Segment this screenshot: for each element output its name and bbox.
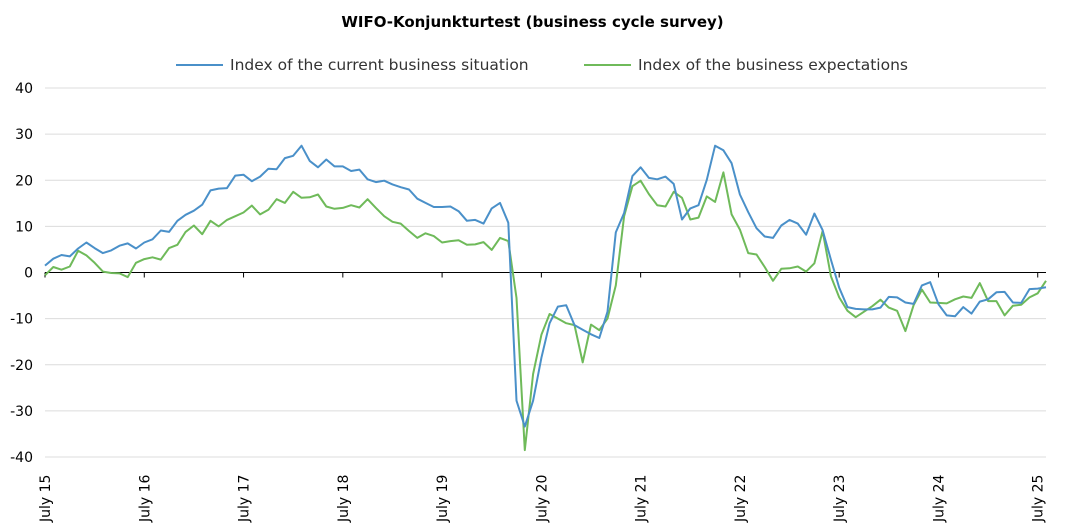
legend: Index of the current business situation …: [0, 54, 1065, 76]
y-tick-label: 30: [15, 127, 33, 143]
x-tick-label: July 17: [237, 475, 253, 523]
y-tick-label: 0: [24, 266, 33, 282]
y-tick-label: -10: [10, 312, 33, 328]
x-tick-label: July 16: [137, 474, 153, 523]
x-tick-label: July 15: [38, 475, 54, 523]
x-tick-label: July 24: [931, 474, 947, 523]
y-tick-label: -40: [10, 450, 33, 466]
x-tick-label: July 19: [435, 475, 451, 523]
legend-label-current-situation: Index of the current business situation: [230, 56, 529, 74]
legend-item-expectations: Index of the business expectations: [584, 54, 908, 76]
y-tick-label: -30: [10, 404, 33, 420]
legend-label-expectations: Index of the business expectations: [638, 56, 908, 74]
legend-swatch-expectations: [584, 64, 631, 66]
x-tick-label: July 22: [733, 475, 749, 523]
y-tick-label: 10: [15, 219, 33, 235]
legend-swatch-current-situation: [176, 64, 223, 66]
y-tick-label: -20: [10, 358, 33, 374]
series-line-expectations: [44, 171, 1047, 452]
x-tick-label: July 21: [634, 475, 650, 523]
series-line-current-situation: [44, 144, 1047, 428]
y-tick-label: 20: [15, 173, 33, 189]
y-tick-label: 40: [15, 81, 33, 97]
x-tick-label: July 20: [534, 475, 550, 523]
legend-item-current-situation: Index of the current business situation: [176, 54, 529, 76]
chart-title: WIFO-Konjunkturtest (business cycle surv…: [341, 13, 724, 31]
x-tick-label: July 25: [1031, 475, 1047, 523]
x-tick-label: July 18: [336, 475, 352, 523]
x-tick-label: July 23: [832, 475, 848, 523]
